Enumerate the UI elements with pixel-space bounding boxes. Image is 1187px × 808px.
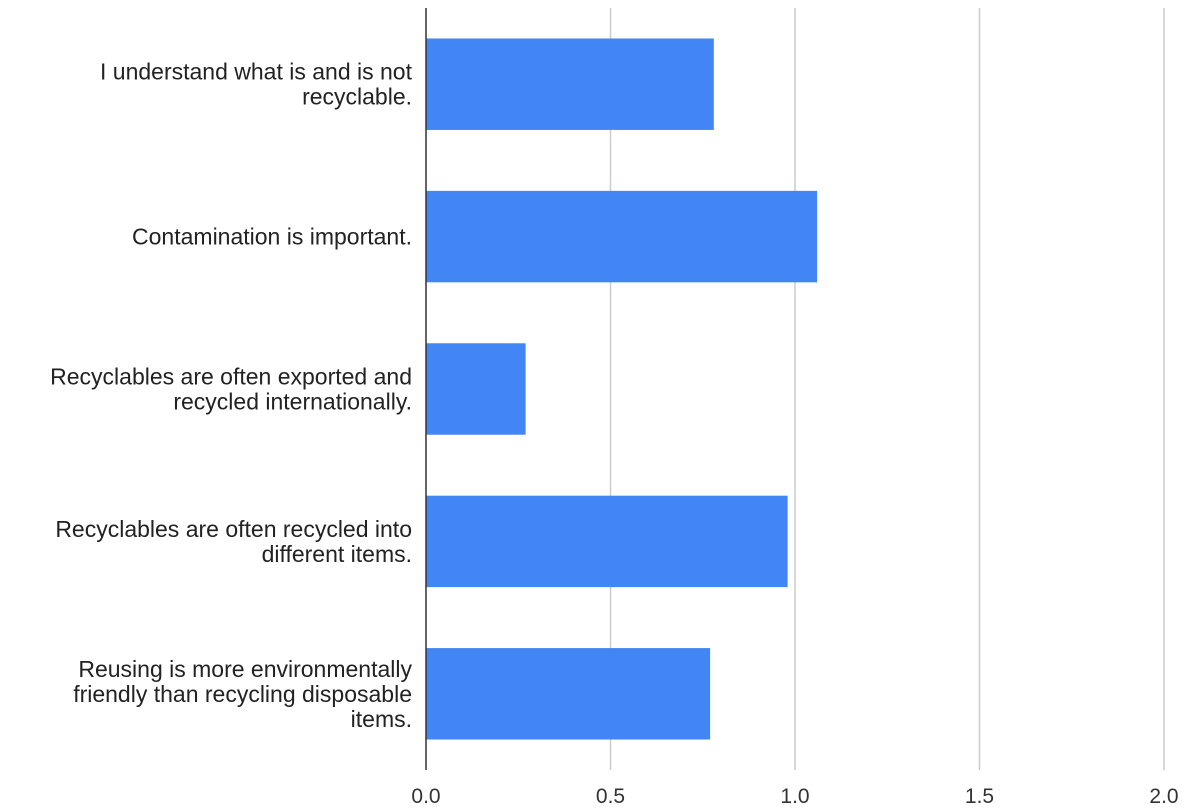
- bar: [426, 648, 711, 740]
- category-label-line: recycled internationally.: [173, 389, 412, 415]
- x-tick-label: 1.5: [965, 785, 994, 808]
- x-tick-label: 2.0: [1149, 785, 1178, 808]
- category-labels: I understand what is and is not recyclabl…: [50, 59, 412, 732]
- bar: [426, 343, 526, 435]
- bar: [426, 38, 714, 130]
- category-label-line: Recyclables are often recycled into: [55, 516, 412, 542]
- category-label: Reusing is more environmentally friendly …: [73, 656, 412, 732]
- category-label-line: friendly than recycling disposable: [73, 681, 412, 707]
- x-tick-label: 1.0: [780, 785, 809, 808]
- gridlines: [609, 8, 1165, 770]
- bar: [426, 495, 788, 588]
- category-label: Contamination is important.: [132, 224, 412, 250]
- category-label: Recyclables are often exported and recycl…: [50, 364, 412, 415]
- category-label-line: items.: [351, 706, 412, 732]
- category-label-line: recyclable.: [302, 84, 412, 110]
- bar: [426, 190, 818, 283]
- x-tick-labels: 0.0 0.5 1.0 1.5 2.0: [411, 785, 1178, 808]
- category-label: I understand what is and is not recyclabl…: [100, 59, 413, 110]
- category-label: Recyclables are often recycled into diffe…: [55, 516, 412, 567]
- category-label-line: Contamination is important.: [132, 224, 412, 250]
- category-label-line: different items.: [262, 541, 412, 567]
- category-label-line: I understand what is and is not: [100, 59, 413, 85]
- category-label-line: Reusing is more environmentally: [78, 656, 412, 682]
- x-tick-label: 0.5: [596, 785, 625, 808]
- x-tick-label: 0.0: [411, 785, 440, 808]
- category-label-line: Recyclables are often exported and: [50, 364, 412, 390]
- bars: [426, 38, 818, 740]
